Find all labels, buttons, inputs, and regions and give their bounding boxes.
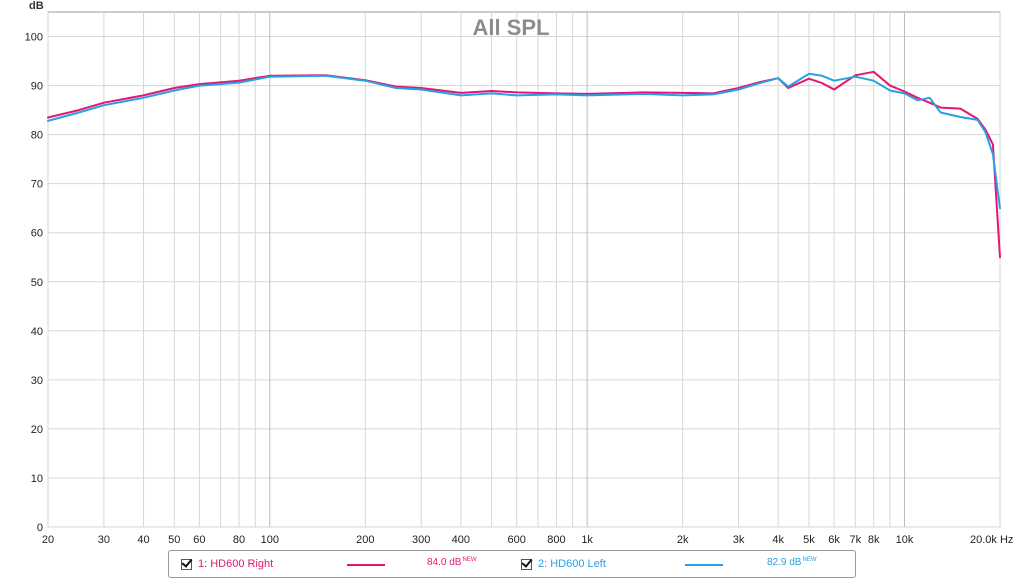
level-value-left: 82.9 dB xyxy=(767,557,802,568)
y-tick-label: 70 xyxy=(31,179,43,191)
y-tick-label: 90 xyxy=(31,81,43,93)
x-tick-label: 8k xyxy=(868,534,880,546)
x-tick-label: 7k xyxy=(850,534,862,546)
legend-level-left: 82.9 dBNEW xyxy=(767,557,816,568)
new-badge-right: NEW xyxy=(462,557,477,563)
series-line-1 xyxy=(47,72,1001,210)
x-tick-label: 6k xyxy=(828,534,840,546)
x-tick-label: 600 xyxy=(508,534,526,546)
legend-level-right: 84.0 dBNEW xyxy=(427,557,476,568)
x-tick-label: 20 xyxy=(42,534,54,546)
chart-title: All SPL xyxy=(472,15,549,40)
y-tick-label: 10 xyxy=(31,473,43,485)
new-badge-left: NEW xyxy=(802,557,817,563)
plot-area xyxy=(47,11,1001,528)
x-tick-labels: 20 30 40 50 60 80 100 200 300 400 600 800 1k 2k 3k 4k 5k… xyxy=(42,534,1014,546)
y-tick-label: 60 xyxy=(31,228,43,240)
y-tick-label: 30 xyxy=(31,375,43,387)
x-tick-label: 1k xyxy=(581,534,593,546)
legend-label-left: 2: HD600 Left xyxy=(538,558,606,570)
x-tick-label: 800 xyxy=(547,534,565,546)
y-axis-label: dB xyxy=(29,0,44,12)
x-tick-label: 300 xyxy=(412,534,430,546)
x-tick-label: 60 xyxy=(193,534,205,546)
legend-swatch-right xyxy=(347,564,385,566)
y-tick-label: 0 xyxy=(37,522,43,534)
x-tick-label: 30 xyxy=(98,534,110,546)
legend-entry-right[interactable]: 1: HD600 Right xyxy=(181,551,273,577)
x-tick-label: 2k xyxy=(677,534,689,546)
x-tick-label: 400 xyxy=(452,534,470,546)
y-tick-label: 20 xyxy=(31,424,43,436)
level-value-right: 84.0 dB xyxy=(427,557,462,568)
x-tick-label: 100 xyxy=(261,534,279,546)
x-tick-label: 4k xyxy=(772,534,784,546)
x-tick-label: 80 xyxy=(233,534,245,546)
series-lines xyxy=(47,70,1001,259)
y-tick-label: 40 xyxy=(31,326,43,338)
checkbox-icon[interactable] xyxy=(521,558,532,570)
y-tick-label: 50 xyxy=(31,277,43,289)
x-tick-label: 200 xyxy=(356,534,374,546)
y-tick-label: 80 xyxy=(31,130,43,142)
y-tick-label: 100 xyxy=(25,32,43,44)
legend-label-right: 1: HD600 Right xyxy=(198,558,274,570)
x-tick-label: 50 xyxy=(168,534,180,546)
legend-entry-left[interactable]: 2: HD600 Left xyxy=(521,551,606,577)
x-tick-label: 40 xyxy=(137,534,149,546)
x-tick-label: 20.0k Hz xyxy=(970,534,1013,546)
x-tick-label: 10k xyxy=(896,534,914,546)
legend: 1: HD600 Right 84.0 dBNEW 2: HD600 Left … xyxy=(168,550,856,578)
y-tick-labels: 0 10 20 30 40 50 60 70 80 90 100 xyxy=(25,32,43,534)
grid-lines xyxy=(47,12,1001,528)
checkbox-icon[interactable] xyxy=(181,558,192,570)
legend-swatch-left xyxy=(685,564,723,566)
x-tick-label: 5k xyxy=(803,534,815,546)
x-tick-label: 3k xyxy=(733,534,745,546)
